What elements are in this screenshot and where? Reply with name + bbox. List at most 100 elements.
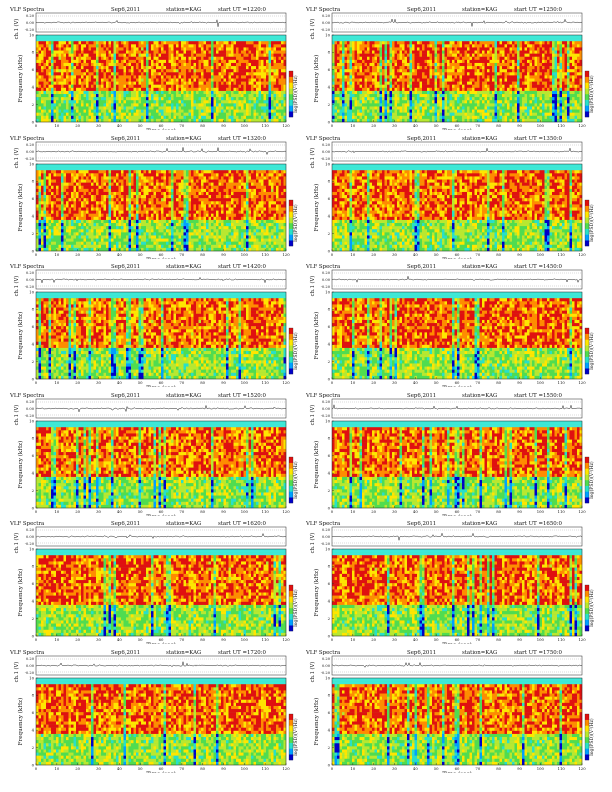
time-tick: 0 (331, 123, 334, 128)
frequency-tick: 8 (32, 436, 35, 441)
colorbar-segment (289, 76, 293, 83)
frequency-tick: 6 (32, 196, 35, 201)
colorbar-segment (585, 625, 589, 632)
colorbar-segment (289, 731, 293, 738)
time-tick: 10 (54, 123, 59, 128)
time-tick: 80 (200, 380, 205, 385)
time-tick: 90 (517, 766, 522, 771)
channel-tick: -0.20 (25, 285, 35, 289)
time-tick: 50 (138, 509, 143, 514)
frequency-tick: 10 (325, 289, 330, 294)
frequency-axis-label: Frequency (kHz) (17, 698, 24, 746)
time-axis-label: Time (sec) (442, 771, 472, 774)
panel-station: station=KAG (462, 136, 497, 142)
time-tick: 100 (241, 637, 249, 642)
frequency-tick: 8 (328, 179, 331, 184)
time-tick: 50 (138, 123, 143, 128)
panel-date: Sep6,2011 (111, 521, 140, 527)
colorbar-segment (289, 608, 293, 614)
time-tick: 20 (371, 252, 376, 257)
time-tick: 100 (537, 509, 545, 514)
colorbar-segment (585, 328, 589, 334)
time-tick: 120 (578, 637, 586, 642)
colorbar-segment (289, 474, 293, 481)
panel-start-ut: start UT =1350:0 (514, 136, 563, 142)
frequency-tick: 4 (328, 471, 331, 476)
colorbar-segment (289, 333, 293, 340)
colorbar-segment (289, 223, 293, 229)
frequency-tick: 6 (328, 324, 331, 329)
time-tick: 20 (371, 766, 376, 771)
time-tick: 10 (350, 766, 355, 771)
time-tick: 30 (96, 123, 101, 128)
colorbar-segment (289, 725, 293, 732)
colorbar-label: log(PSD)(V²/Hz) (588, 718, 595, 756)
time-tick: 10 (350, 380, 355, 385)
time-tick: 80 (496, 252, 501, 257)
colorbar-segment (585, 731, 589, 738)
time-axis-label: Time (sec) (146, 257, 176, 260)
time-tick: 30 (392, 766, 397, 771)
panel-title: VLF Spectra (9, 650, 45, 656)
channel-tick: 0.20 (322, 400, 331, 404)
colorbar-segment (289, 491, 293, 498)
colorbar-segment (585, 719, 589, 726)
colorbar-segment (585, 754, 589, 761)
colorbar-segment (585, 497, 589, 504)
spectrogram-svg: VLF Spectra Sep6,2011 station=KAG start UT … (9, 264, 299, 387)
time-tick: 40 (117, 123, 122, 128)
colorbar-label: log(PSD)(V²/Hz) (588, 332, 595, 370)
colorbar-label: log(PSD)(V²/Hz) (292, 718, 299, 756)
time-tick: 110 (262, 380, 270, 385)
frequency-axis-label: Frequency (kHz) (313, 184, 320, 232)
time-tick: 60 (159, 766, 164, 771)
colorbar-segment (585, 345, 589, 352)
time-tick: 60 (159, 509, 164, 514)
colorbar-segment (585, 240, 589, 247)
panel-date: Sep6,2011 (407, 264, 436, 270)
panel-start-ut: start UT =1250:0 (514, 7, 563, 13)
colorbar-segment (585, 356, 589, 363)
frequency-tick: 4 (32, 342, 35, 347)
time-tick: 100 (537, 766, 545, 771)
time-tick: 70 (475, 380, 480, 385)
channel-axis-label: ch.1 (V) (13, 533, 20, 554)
time-tick: 50 (434, 637, 439, 642)
channel-tick: 0.20 (26, 400, 35, 404)
time-tick: 40 (413, 252, 418, 257)
time-tick: 60 (159, 252, 164, 257)
panel-station: station=KAG (462, 650, 497, 656)
panel-station: station=KAG (462, 521, 497, 527)
frequency-tick: 10 (29, 289, 34, 294)
channel-tick: -0.20 (321, 542, 331, 546)
time-tick: 20 (75, 123, 80, 128)
time-tick: 100 (241, 252, 249, 257)
channel-tick: 0.20 (322, 271, 331, 275)
time-tick: 110 (262, 252, 270, 257)
frequency-tick: 0 (328, 505, 331, 510)
spectrogram-panel: VLF Spectra Sep6,2011 station=KAG start UT … (302, 134, 597, 259)
frequency-tick: 10 (325, 418, 330, 423)
channel-tick: -0.20 (321, 28, 331, 32)
frequency-tick: 2 (328, 359, 331, 364)
colorbar-segment (289, 351, 293, 357)
time-tick: 0 (35, 637, 38, 642)
panel-start-ut: start UT =1720:0 (218, 650, 267, 656)
colorbar-segment (585, 71, 589, 77)
colorbar-segment (585, 457, 589, 463)
colorbar-segment (585, 211, 589, 218)
frequency-tick: 2 (328, 102, 331, 107)
frequency-tick: 10 (325, 675, 330, 680)
time-tick: 120 (282, 509, 290, 514)
spectrogram-panel: VLF Spectra Sep6,2011 station=KAG start UT … (6, 134, 301, 259)
spectrogram-panel: VLF Spectra Sep6,2011 station=KAG start UT … (6, 519, 301, 644)
colorbar-segment (585, 474, 589, 481)
time-tick: 100 (241, 123, 249, 128)
channel-tick: -0.20 (25, 671, 35, 675)
time-tick: 30 (96, 766, 101, 771)
time-tick: 110 (262, 509, 270, 514)
frequency-tick: 0 (32, 505, 35, 510)
colorbar-segment (585, 82, 589, 89)
time-tick: 40 (413, 123, 418, 128)
colorbar-segment (289, 71, 293, 77)
